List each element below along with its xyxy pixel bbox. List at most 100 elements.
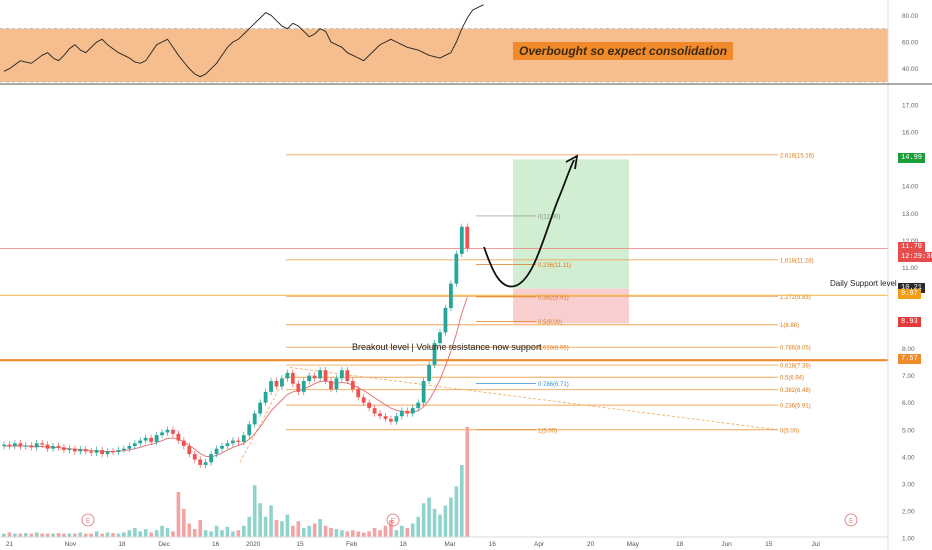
- time-tick-label: 15: [765, 541, 773, 548]
- candle-body: [138, 440, 143, 444]
- time-tick-label: 16: [489, 541, 497, 548]
- candle-body: [105, 451, 110, 455]
- candle-body: [7, 444, 12, 446]
- fib-level-label: 0.618(7.39): [780, 364, 811, 370]
- time-tick-label: 18: [676, 541, 684, 548]
- volume-bar: [465, 426, 470, 537]
- volume-bar: [100, 533, 104, 537]
- fib-level-label: 0.786(8.05): [780, 346, 811, 352]
- volume-bar: [236, 530, 241, 537]
- fib-level-label: 1.618(11.28): [780, 258, 814, 264]
- candle-body: [263, 391, 268, 403]
- candle-body: [231, 440, 235, 444]
- volume-bar: [269, 505, 273, 537]
- price-tag: 10.21: [898, 282, 926, 293]
- candle-body: [23, 445, 28, 447]
- inner-fib-label: 0.786(6.71): [538, 382, 569, 388]
- candle-body: [372, 408, 377, 414]
- volume-bar: [454, 486, 459, 537]
- volume-bar: [7, 532, 12, 537]
- volume-bar: [116, 533, 121, 537]
- candle-body: [18, 443, 23, 447]
- candle-body: [56, 445, 61, 448]
- candle-body: [89, 451, 94, 453]
- candle-body: [247, 424, 252, 436]
- candle-body: [345, 370, 350, 382]
- volume-bar: [198, 520, 202, 537]
- overbought-note: Overbought so expect consolidation: [513, 42, 734, 60]
- volume-bar: [122, 532, 126, 537]
- volume-bar: [323, 525, 328, 537]
- volume-bar: [449, 497, 453, 537]
- volume-bar: [416, 516, 420, 537]
- price-tick-label: 4.00: [902, 454, 915, 461]
- candle-body: [350, 381, 355, 390]
- candle-body: [432, 343, 437, 365]
- price-tag: 7.57: [898, 354, 921, 365]
- volume-bar: [367, 531, 371, 537]
- candle-body: [225, 443, 230, 446]
- volume-bar: [274, 520, 279, 537]
- candle-body: [214, 448, 219, 455]
- volume-bar: [2, 533, 6, 537]
- volume-bar: [40, 533, 44, 537]
- candle-body: [209, 454, 213, 463]
- volume-bar: [24, 533, 28, 537]
- candle-body: [394, 416, 399, 422]
- volume-bar: [356, 531, 361, 537]
- price-tick-label: 2.00: [902, 508, 915, 515]
- earnings-marker-label: E: [86, 519, 90, 525]
- candle-body: [241, 435, 246, 442]
- volume-bar: [389, 520, 393, 537]
- candle-body: [383, 416, 388, 419]
- volume-bar: [242, 525, 246, 537]
- time-tick-label: 2020: [246, 541, 261, 548]
- volume-bar: [394, 530, 399, 537]
- volume-bar: [89, 533, 93, 537]
- candle-body: [176, 433, 181, 441]
- candle-body: [252, 413, 257, 425]
- fib-level-label: 0.382(6.48): [780, 388, 811, 394]
- breakout-note: Breakout level | Volume resistance now s…: [352, 342, 542, 352]
- candle-body: [72, 448, 77, 452]
- fib-level-label: 2.618(15.16): [780, 153, 814, 159]
- candle-body: [187, 445, 192, 455]
- volume-bar: [149, 532, 153, 537]
- trend-dash-line: [239, 375, 287, 463]
- price-tick-label: 8.00: [902, 346, 915, 353]
- volume-bar: [67, 533, 72, 537]
- volume-bar: [209, 531, 213, 537]
- volume-bar: [187, 523, 192, 537]
- volume-bar: [45, 533, 50, 537]
- candle-body: [274, 381, 279, 387]
- time-tick-label: Feb: [346, 541, 358, 548]
- candle-body: [116, 450, 121, 452]
- candle-body: [29, 445, 34, 448]
- volume-bar: [329, 528, 333, 537]
- candle-body: [389, 418, 393, 422]
- time-tick-label: 15: [296, 541, 304, 548]
- candle-body: [132, 443, 137, 446]
- volume-bar: [334, 529, 339, 537]
- candle-body: [361, 397, 366, 403]
- volume-bar: [62, 533, 66, 537]
- price-tick-label: 5.00: [902, 427, 915, 434]
- candle-body: [160, 432, 164, 436]
- candle-body: [465, 226, 470, 249]
- volume-bar: [105, 532, 110, 537]
- volume-bar: [351, 530, 355, 537]
- price-tick-label: 12.00: [902, 238, 919, 245]
- candle-body: [236, 440, 241, 442]
- volume-bar: [285, 514, 290, 537]
- volume-bar: [231, 531, 235, 537]
- rsi-line: [3, 4, 484, 78]
- volume-bar: [296, 521, 301, 537]
- candle-body: [13, 443, 17, 446]
- inner-fib-label: 0(12.90): [538, 214, 560, 220]
- volume-bar: [73, 533, 77, 537]
- candle-body: [378, 413, 382, 417]
- candle-body: [51, 445, 55, 449]
- volume-bar: [252, 485, 257, 537]
